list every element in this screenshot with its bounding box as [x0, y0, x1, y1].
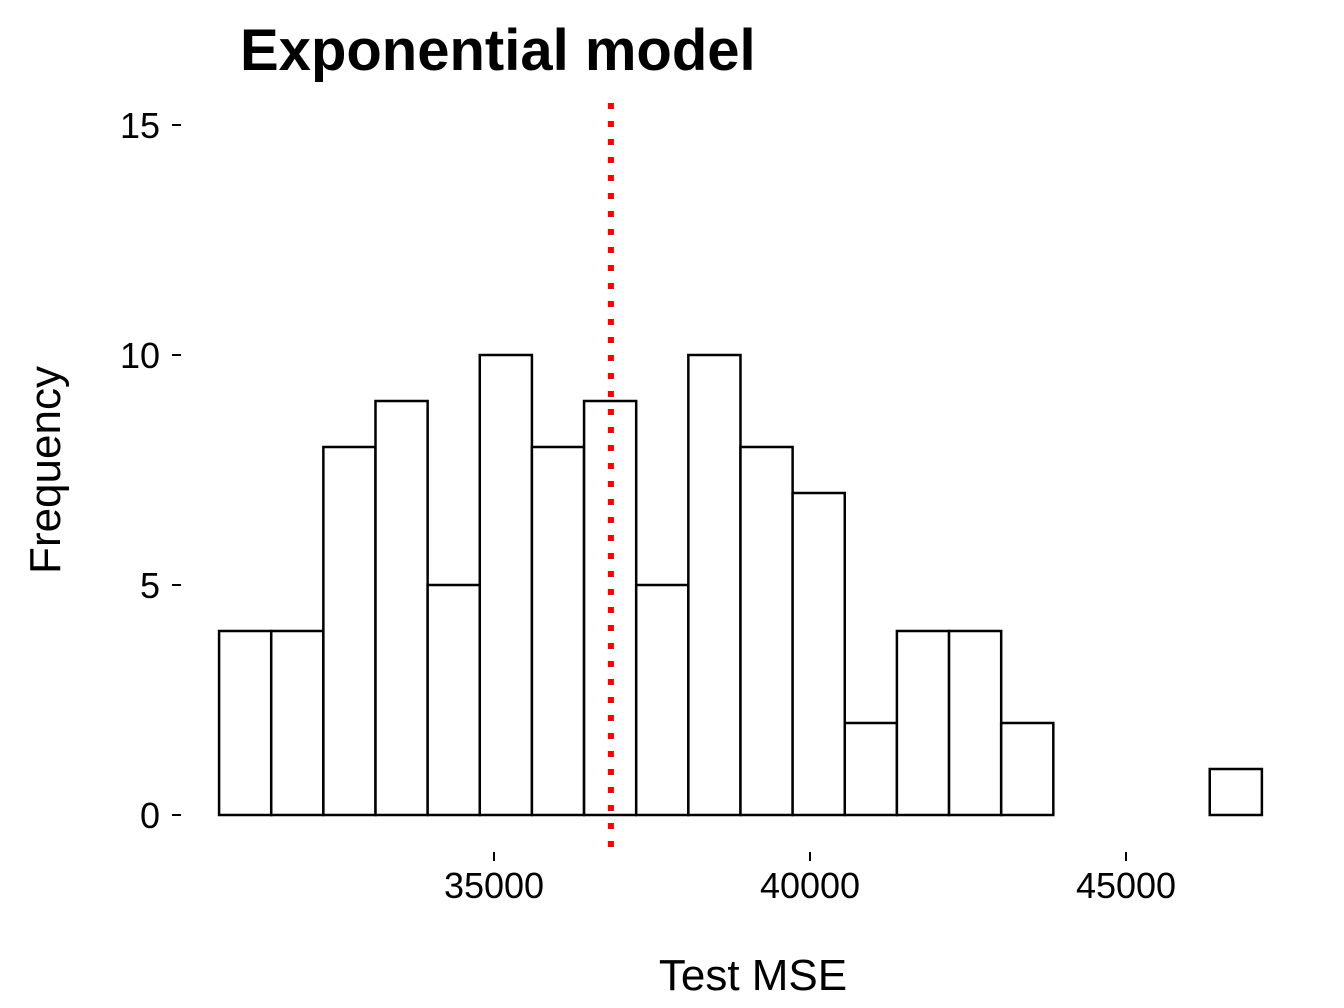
histogram-bar — [947, 629, 1003, 817]
x-tick-label: 40000 — [760, 865, 860, 906]
histogram-bar — [269, 629, 325, 817]
histogram-bar — [999, 721, 1055, 817]
histogram-bar — [322, 445, 377, 817]
histogram-bar — [1208, 767, 1264, 817]
bars-layer — [217, 353, 1264, 817]
y-tick-label: 15 — [120, 105, 160, 146]
x-tick-label: 35000 — [444, 865, 544, 906]
histogram-bar — [739, 445, 794, 817]
histogram-bar — [426, 583, 482, 817]
y-tick-label: 0 — [140, 795, 160, 836]
chart-title: Exponential model — [240, 18, 756, 83]
x-axis-title: Test MSE — [659, 951, 847, 1000]
y-tick-label: 5 — [140, 565, 160, 606]
histogram-bar — [374, 399, 429, 817]
histogram-bar — [895, 629, 951, 817]
y-tick-label: 10 — [120, 335, 160, 376]
y-axis: 0 5 10 15 — [120, 105, 181, 836]
histogram-bar — [478, 353, 534, 817]
histogram-bar — [530, 445, 586, 817]
y-axis-title: Frequency — [21, 366, 70, 574]
histogram-bar — [687, 353, 742, 817]
x-tick-label: 45000 — [1076, 865, 1176, 906]
histogram-bar — [791, 491, 847, 817]
histogram-bar — [843, 721, 899, 817]
x-axis: 35000 40000 45000 — [444, 852, 1176, 906]
histogram-bar — [217, 629, 273, 817]
histogram-bar — [634, 583, 690, 817]
